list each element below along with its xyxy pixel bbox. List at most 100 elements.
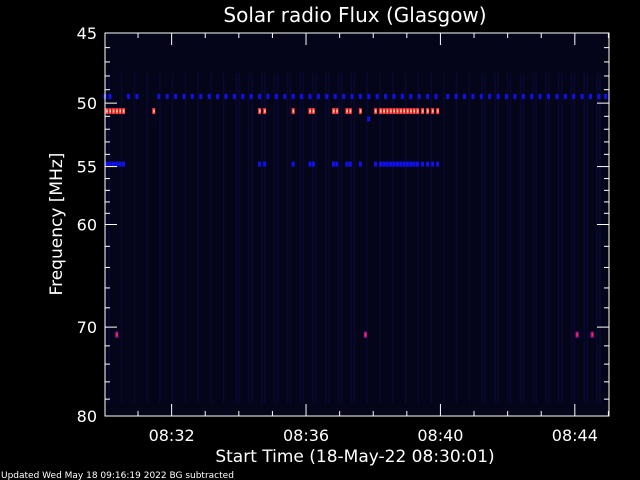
flux-mark-core [410, 109, 412, 113]
noise-streak [105, 73, 107, 403]
flux-mark [333, 93, 337, 99]
flux-mark [530, 93, 534, 99]
flux-mark [358, 93, 362, 99]
flux-marks [103, 93, 608, 338]
flux-mark-core [390, 109, 392, 113]
flux-mark [263, 161, 267, 167]
flux-mark-core [400, 109, 402, 113]
x-tick-label: 08:32 [149, 426, 195, 445]
flux-mark [409, 161, 413, 167]
flux-mark [348, 161, 352, 167]
flux-mark-core [383, 109, 385, 113]
flux-mark [345, 161, 349, 167]
flux-mark-core [413, 109, 416, 113]
x-tick-label: 08:40 [417, 426, 463, 445]
chart-title: Solar radio Flux (Glasgow) [223, 3, 486, 27]
flux-mark-core [386, 109, 389, 113]
flux-mark-core [109, 109, 112, 113]
flux-mark-core [264, 109, 266, 113]
flux-mark-core [119, 109, 122, 113]
background-noise [105, 73, 601, 403]
flux-mark-core [336, 109, 338, 113]
noise-streak [248, 73, 250, 403]
flux-mark [392, 161, 396, 167]
flux-mark [367, 93, 371, 99]
noise-streak [133, 73, 136, 403]
flux-mark [241, 93, 245, 99]
y-tick-label: 80 [77, 407, 97, 426]
flux-mark [589, 93, 593, 99]
flux-mark [308, 93, 312, 99]
flux-mark-core [393, 109, 395, 113]
flux-mark-core [332, 109, 335, 113]
noise-streak [430, 73, 432, 403]
flux-mark-core [437, 109, 439, 113]
plot-area [105, 33, 609, 416]
flux-mark-core [396, 109, 399, 113]
noise-streak [535, 73, 537, 403]
flux-mark [426, 93, 430, 99]
flux-mark-core [416, 109, 419, 113]
flux-mark [399, 161, 403, 167]
flux-mark [105, 161, 109, 167]
flux-mark [412, 161, 416, 167]
flux-mark [547, 93, 551, 99]
noise-streak [532, 73, 534, 403]
flux-mark [385, 161, 389, 167]
y-axis-ticks: 45 50 55 60 70 80 [77, 24, 609, 426]
noise-streak [277, 73, 279, 403]
flux-mark [597, 93, 601, 99]
noise-streak [197, 73, 199, 403]
flux-mark [417, 93, 421, 99]
flux-mark-core [116, 109, 118, 113]
noise-streak [443, 73, 445, 403]
y-tick-label: 55 [77, 158, 97, 177]
flux-mark [373, 161, 377, 167]
noise-streak [583, 73, 585, 403]
flux-mark [118, 161, 122, 167]
flux-mark [405, 161, 409, 167]
noise-streak [286, 73, 289, 403]
noise-streak [509, 73, 512, 403]
flux-mark [434, 93, 438, 99]
flux-mark [454, 93, 458, 99]
noise-streak [264, 73, 266, 403]
flux-mark [505, 93, 509, 99]
flux-mark [431, 161, 435, 167]
y-tick-label: 70 [77, 318, 97, 337]
flux-mark [471, 93, 475, 99]
noise-streak [545, 73, 547, 403]
flux-mark [409, 93, 413, 99]
noise-streak [353, 73, 356, 403]
flux-mark-core [403, 109, 406, 113]
flux-mark [115, 161, 119, 167]
flux-mark [555, 93, 559, 99]
noise-streak [171, 73, 174, 403]
flux-mark [207, 93, 211, 99]
flux-mark-core [106, 109, 108, 113]
noise-streak [350, 73, 353, 403]
flux-mark [258, 161, 262, 167]
flux-mark [367, 116, 371, 122]
flux-mark [182, 93, 186, 99]
flux-mark [111, 161, 115, 167]
noise-streak [497, 73, 499, 403]
flux-mark [446, 93, 450, 99]
noise-streak [455, 73, 458, 403]
noise-streak [557, 73, 560, 403]
flux-mark [538, 93, 542, 99]
flux-mark [190, 93, 194, 99]
flux-mark-core [364, 333, 367, 337]
flux-mark [358, 161, 362, 167]
x-axis-label: Start Time (18-May-22 08:30:01) [215, 447, 494, 467]
flux-mark [232, 93, 236, 99]
noise-streak [222, 73, 225, 403]
noise-streak [251, 73, 253, 403]
x-tick-label: 08:36 [283, 426, 329, 445]
noise-streak [596, 73, 598, 403]
flux-mark-core [406, 109, 409, 113]
noise-streak [302, 73, 305, 403]
flux-mark-core [346, 109, 348, 113]
flux-mark [426, 161, 430, 167]
flux-mark [395, 161, 399, 167]
